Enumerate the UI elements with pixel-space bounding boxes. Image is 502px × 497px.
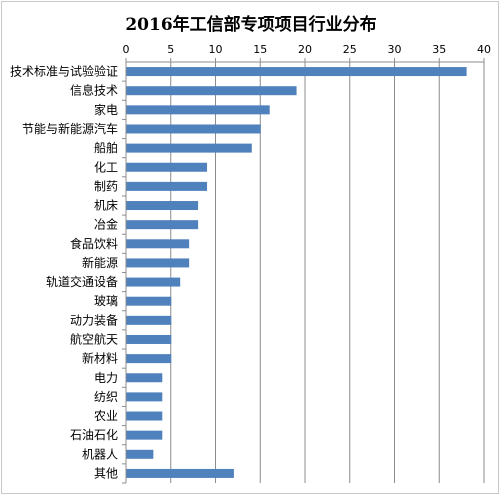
category-label: 新材料 [82, 351, 118, 366]
category-label: 航空航天 [70, 331, 118, 346]
category-label: 信息技术 [70, 83, 118, 98]
x-tick-label: 35 [432, 43, 446, 56]
bar [126, 86, 297, 96]
bar [126, 239, 190, 249]
x-tick-label: 30 [388, 43, 402, 56]
category-label: 机器人 [82, 447, 118, 461]
bar [126, 392, 163, 402]
category-label: 电力 [94, 371, 118, 385]
category-label: 化工 [94, 160, 118, 174]
category-label: 新能源 [82, 255, 118, 270]
category-label: 船舶 [94, 140, 118, 155]
category-label: 农业 [94, 409, 118, 423]
x-axis-ticks: 0 5 10 15 20 25 30 35 40 [123, 43, 491, 62]
category-label: 食品饮料 [70, 236, 118, 251]
bar [126, 162, 208, 172]
x-tick-label: 0 [123, 43, 130, 56]
category-label: 石油石化 [70, 428, 118, 442]
x-tick-label: 40 [477, 43, 491, 56]
bar [126, 354, 172, 364]
bar [126, 124, 261, 134]
bar [126, 334, 172, 344]
bar [126, 277, 181, 287]
category-label: 冶金 [94, 217, 118, 232]
bar [126, 258, 190, 268]
x-tick-label: 15 [253, 43, 267, 56]
x-tick-label: 25 [343, 43, 357, 56]
category-label: 技术标准与试验验证 [10, 64, 118, 79]
category-label: 节能与新能源汽车 [22, 121, 118, 136]
bar [126, 411, 163, 421]
bar [126, 105, 270, 115]
bar [126, 468, 234, 478]
category-label: 其他 [94, 466, 118, 480]
bar [126, 220, 199, 230]
x-tick-label: 20 [298, 43, 312, 56]
axes [122, 61, 484, 484]
gridlines [170, 62, 485, 483]
bar [126, 449, 154, 459]
bar [126, 315, 172, 325]
bar [126, 181, 208, 191]
chart-title: 2016年工信部专项项目行业分布 [125, 15, 377, 35]
bar [126, 430, 163, 440]
category-label: 玻璃 [94, 294, 118, 308]
category-label: 轨道交通设备 [46, 274, 118, 289]
category-label: 动力装备 [70, 313, 118, 327]
x-tick-label: 10 [209, 43, 223, 56]
category-label: 家电 [94, 102, 118, 117]
bar [126, 67, 467, 77]
bars [126, 67, 467, 478]
category-label: 制药 [94, 179, 118, 193]
category-label: 机床 [94, 199, 118, 213]
bar [126, 201, 199, 211]
bar [126, 143, 252, 153]
category-label: 纺织 [94, 390, 118, 404]
bar [126, 373, 163, 383]
category-labels: 技术标准与试验验证信息技术家电节能与新能源汽车船舶化工制药机床冶金食品饮料新能源… [10, 64, 118, 481]
bar [126, 296, 172, 306]
x-tick-label: 5 [167, 43, 174, 56]
